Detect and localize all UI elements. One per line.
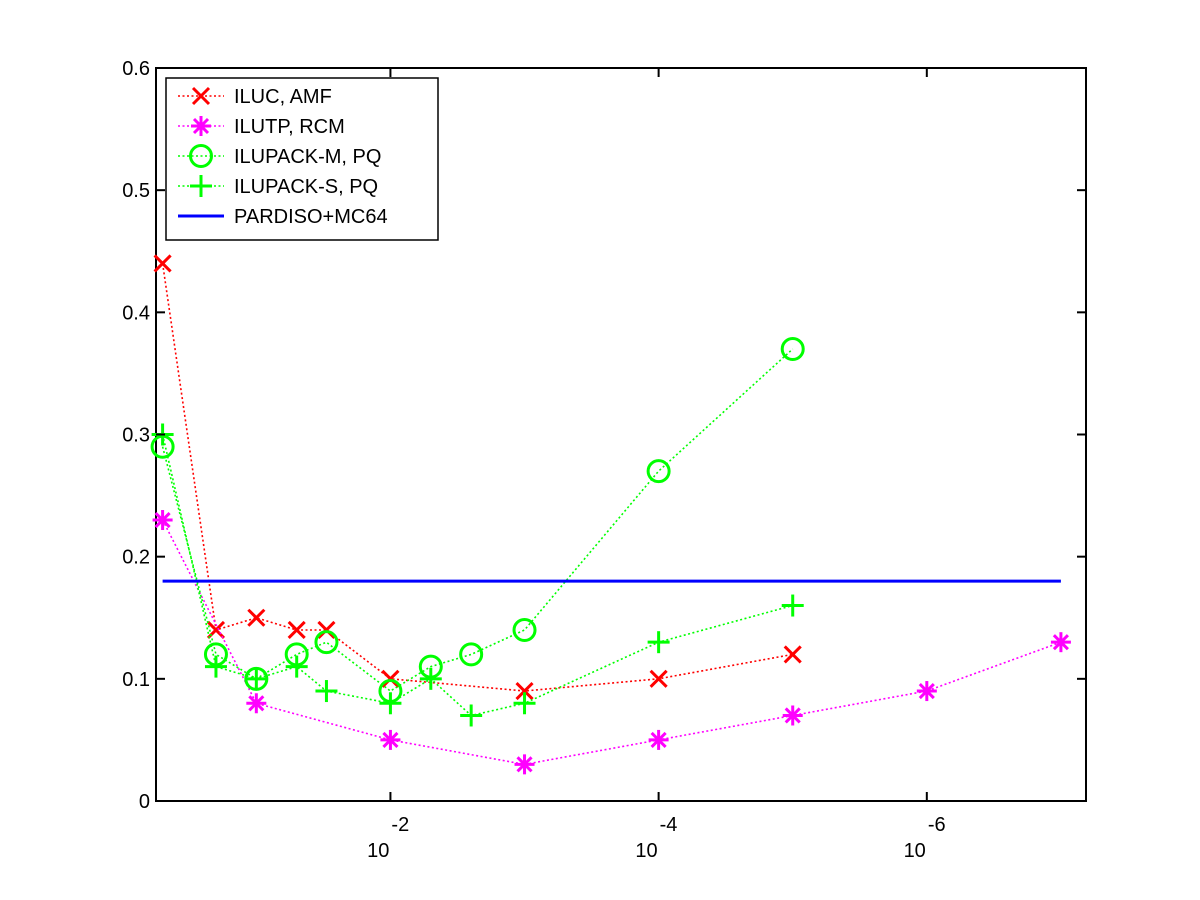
data-point-iluc-amf-8 (783, 645, 802, 664)
data-point-iluc-amf-6 (515, 681, 534, 701)
legend-label: ILUPACK-M, PQ (234, 146, 381, 168)
x-tick-label-base: 10 (635, 840, 657, 862)
marker-stroke (1052, 634, 1069, 651)
legend-marker (189, 144, 213, 168)
marker-stroke (191, 86, 211, 106)
y-tick-label: 0 (139, 791, 150, 813)
data-point-ilutp-rcm-0 (152, 510, 173, 531)
data-point-ilutp-rcm-6 (916, 681, 937, 702)
data-point-ilutp-rcm-5 (782, 705, 803, 726)
marker-stroke (515, 681, 534, 701)
marker-stroke (189, 144, 213, 168)
marker-stroke (287, 620, 306, 640)
marker-stroke (247, 608, 266, 627)
data-point-ilupack-m-pq-4 (314, 630, 339, 655)
data-point-iluc-amf-4 (317, 620, 336, 640)
data-point-ilupack-s-pq-10 (781, 594, 804, 617)
axes-layer: 00.10.20.30.40.50.610-210-410-6 (122, 58, 1086, 862)
data-point-iluc-amf-5 (381, 669, 400, 688)
data-point-iluc-amf-3 (287, 620, 306, 640)
data-point-ilupack-s-pq-1 (204, 655, 227, 678)
data-point-ilupack-s-pq-8 (513, 692, 536, 715)
y-tick-label: 0.5 (122, 180, 150, 202)
marker-stroke (192, 117, 210, 135)
x-tick-label-base: 10 (904, 840, 926, 862)
data-point-ilutp-rcm-3 (514, 754, 535, 775)
legend-entry-iluc-amf: ILUC, AMF (178, 86, 332, 108)
legend-label: ILUTP, RCM (234, 116, 345, 138)
x-tick-label-base: 10 (367, 840, 389, 862)
legend-label: PARDISO+MC64 (234, 206, 388, 228)
data-point-ilupack-s-pq-7 (460, 704, 483, 727)
marker-stroke (646, 459, 671, 484)
data-point-ilupack-s-pq-5 (379, 692, 402, 715)
legend-marker (191, 86, 211, 106)
marker-stroke (649, 669, 668, 688)
data-point-iluc-amf-2 (247, 608, 266, 627)
data-point-iluc-amf-0 (153, 254, 172, 273)
marker-stroke (918, 682, 935, 700)
data-point-ilupack-s-pq-3 (285, 655, 308, 678)
series-iluc-amf (153, 254, 802, 701)
data-point-ilutp-rcm-1 (246, 693, 267, 714)
marker-stroke (516, 756, 533, 773)
marker-stroke (783, 645, 802, 664)
data-point-ilupack-s-pq-2 (245, 667, 268, 690)
legend-marker (191, 116, 211, 136)
legend-label: ILUC, AMF (234, 86, 332, 108)
legend-marker (190, 175, 212, 197)
marker-stroke (382, 731, 399, 748)
legend-entry-pardiso-mc64: PARDISO+MC64 (178, 206, 388, 228)
data-point-iluc-amf-7 (649, 669, 668, 688)
legend-entry-ilutp-rcm: ILUTP, RCM (178, 116, 345, 138)
marker-stroke (314, 630, 339, 655)
data-point-ilupack-m-pq-10 (780, 336, 805, 361)
marker-stroke (780, 336, 805, 361)
x-tick-label-exponent: -6 (928, 814, 946, 836)
marker-stroke (381, 669, 400, 688)
legend-entry-ilupack-m-pq: ILUPACK-M, PQ (178, 144, 381, 168)
data-point-ilupack-s-pq-4 (315, 680, 338, 703)
legend-label: ILUPACK-S, PQ (234, 176, 378, 198)
y-tick-label: 0.6 (122, 58, 150, 80)
data-point-ilupack-m-pq-9 (646, 459, 671, 484)
y-tick-label: 0.3 (122, 425, 150, 447)
series-ilutp-rcm (152, 510, 1071, 775)
y-tick-label: 0.2 (122, 547, 150, 569)
data-point-ilupack-m-pq-7 (459, 642, 484, 667)
data-point-ilutp-rcm-7 (1050, 632, 1071, 653)
series-ilupack-s-pq (151, 423, 804, 727)
data-point-ilupack-s-pq-6 (419, 667, 442, 690)
marker-stroke (459, 642, 484, 667)
marker-stroke (248, 695, 265, 712)
series-layer (150, 254, 1071, 775)
x-tick-label-exponent: -2 (391, 814, 409, 836)
data-point-ilutp-rcm-4 (648, 729, 669, 750)
series-line-ilutp-rcm (161, 519, 1062, 766)
marker-stroke (317, 620, 336, 640)
marker-stroke (650, 731, 667, 748)
legend-entry-ilupack-s-pq: ILUPACK-S, PQ (178, 175, 378, 198)
marker-stroke (154, 511, 171, 529)
series-line-iluc-amf (161, 263, 793, 692)
series-line-ilupack-s-pq (161, 434, 793, 717)
y-tick-label: 0.4 (122, 302, 150, 324)
marker-stroke (512, 617, 537, 642)
data-point-ilupack-m-pq-8 (512, 617, 537, 642)
marker-stroke (784, 707, 801, 724)
legend: ILUC, AMF ILUTP, RCM ILUPACK-M, PQ ILUPACK-… (165, 77, 439, 241)
data-point-ilupack-s-pq-9 (647, 631, 670, 654)
x-tick-label-exponent: -4 (660, 814, 678, 836)
y-tick-label: 0.1 (122, 669, 150, 691)
data-point-ilutp-rcm-2 (380, 729, 401, 750)
marker-stroke (153, 254, 172, 273)
